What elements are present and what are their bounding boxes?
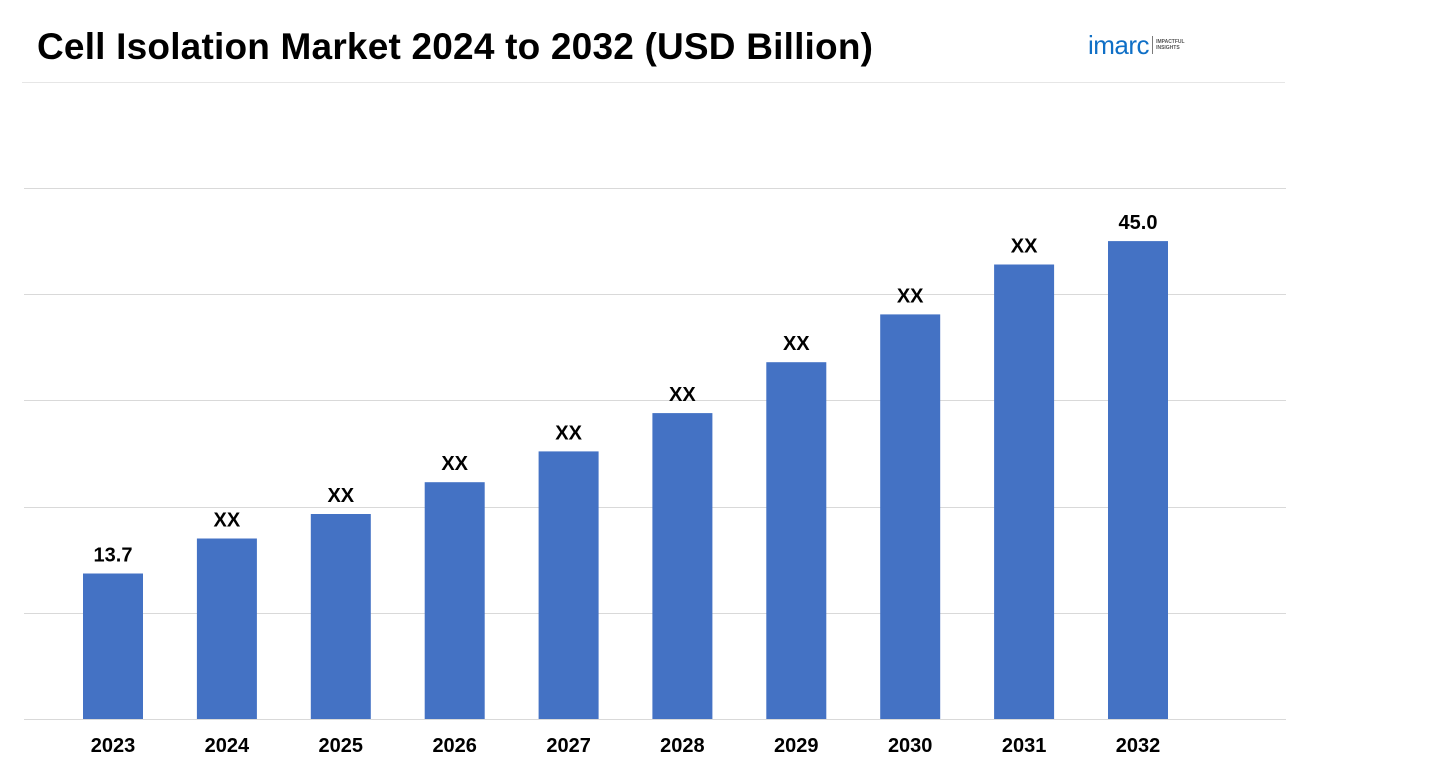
x-tick-2032: 2032 <box>1116 735 1161 757</box>
data-label-2026: XX <box>441 453 468 475</box>
data-label-2023: 13.7 <box>94 545 133 567</box>
chart-title: Cell Isolation Market 2024 to 2032 (USD … <box>37 26 874 67</box>
logo-tagline: IMPACTFUL INSIGHTS <box>1156 39 1185 51</box>
bar-2026 <box>424 482 485 719</box>
bar-2025 <box>310 514 371 719</box>
title-divider <box>22 82 1285 83</box>
data-label-2030: XX <box>897 285 924 307</box>
data-label-2028: XX <box>669 384 696 406</box>
data-label-2029: XX <box>783 333 810 355</box>
logo-divider <box>1152 36 1154 54</box>
x-tick-2029: 2029 <box>774 735 819 757</box>
x-tick-2030: 2030 <box>888 735 933 757</box>
bar-2030 <box>880 314 941 719</box>
x-tick-2025: 2025 <box>319 735 364 757</box>
data-label-2024: XX <box>214 510 241 532</box>
data-label-2032: 45.0 <box>1119 212 1158 234</box>
x-tick-2031: 2031 <box>1002 735 1047 757</box>
x-tick-2023: 2023 <box>91 735 136 757</box>
bar-2031 <box>994 264 1055 719</box>
data-label-2025: XX <box>327 485 354 507</box>
bar-2023 <box>83 573 143 719</box>
data-label-2027: XX <box>555 422 582 444</box>
x-tick-2026: 2026 <box>432 735 477 757</box>
x-tick-2024: 2024 <box>205 735 250 757</box>
x-tick-2027: 2027 <box>546 735 591 757</box>
data-label-2031: XX <box>1011 236 1038 258</box>
data-labels: 13.7 XX XX XX XX XX XX XX XX 45.0 <box>94 212 1158 566</box>
bar-2028 <box>652 413 713 719</box>
bar-2029 <box>766 362 827 719</box>
bar-2024 <box>196 538 257 719</box>
bar-2027 <box>538 451 599 719</box>
imarc-logo: imarc IMPACTFUL INSIGHTS <box>1088 30 1185 60</box>
bar-2032 <box>1108 241 1168 719</box>
x-axis-tick-labels: 2023 2024 2025 2026 2027 2028 2029 2030 2031 2032 <box>91 735 1161 757</box>
logo-wordmark: imarc <box>1088 30 1150 60</box>
bars <box>83 241 1168 719</box>
x-tick-2028: 2028 <box>660 735 705 757</box>
